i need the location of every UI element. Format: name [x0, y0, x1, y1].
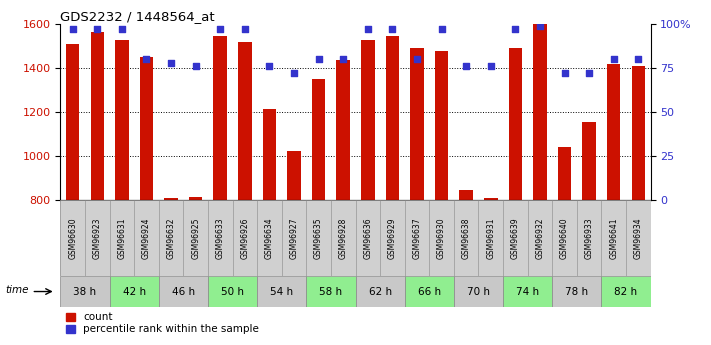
Point [387, 27, 398, 32]
Text: GSM96639: GSM96639 [510, 217, 520, 259]
Point [264, 63, 275, 69]
Point [289, 71, 300, 76]
Bar [533, 24, 547, 200]
Bar [208, 276, 257, 307]
Bar [90, 32, 104, 200]
Text: GSM96634: GSM96634 [265, 217, 274, 259]
Text: 74 h: 74 h [516, 287, 539, 296]
Text: GSM96933: GSM96933 [584, 217, 594, 259]
Bar [631, 66, 645, 200]
Text: 46 h: 46 h [172, 287, 195, 296]
Text: 66 h: 66 h [417, 287, 441, 296]
Text: 38 h: 38 h [73, 287, 97, 296]
Text: GSM96928: GSM96928 [338, 217, 348, 259]
Bar [164, 198, 178, 200]
Bar [189, 197, 203, 200]
Bar [336, 60, 350, 200]
Text: 50 h: 50 h [221, 287, 244, 296]
Point [190, 63, 201, 69]
Bar [312, 79, 326, 200]
Point [67, 27, 78, 32]
Bar [582, 122, 596, 200]
Bar [257, 276, 306, 307]
Bar [552, 276, 602, 307]
Text: GSM96925: GSM96925 [191, 217, 201, 259]
Point [411, 57, 422, 62]
Text: GSM96931: GSM96931 [486, 217, 496, 259]
Bar [557, 147, 571, 200]
Point [92, 27, 103, 32]
Text: 54 h: 54 h [270, 287, 294, 296]
Text: 82 h: 82 h [614, 287, 638, 296]
Legend: count, percentile rank within the sample: count, percentile rank within the sample [65, 312, 260, 334]
Text: GSM96934: GSM96934 [634, 217, 643, 259]
Text: GDS2232 / 1448564_at: GDS2232 / 1448564_at [60, 10, 215, 23]
Bar [356, 276, 405, 307]
Text: GSM96638: GSM96638 [461, 217, 471, 259]
Point [633, 57, 644, 62]
Bar [508, 48, 522, 200]
Text: GSM96927: GSM96927 [289, 217, 299, 259]
Bar [454, 276, 503, 307]
Bar [306, 276, 356, 307]
Bar [238, 42, 252, 200]
Bar [262, 109, 276, 200]
Point [338, 57, 349, 62]
Bar [435, 51, 449, 200]
Bar [140, 57, 154, 200]
Bar [385, 36, 399, 200]
Text: GSM96932: GSM96932 [535, 217, 545, 259]
Text: 78 h: 78 h [565, 287, 589, 296]
Text: 42 h: 42 h [122, 287, 146, 296]
Bar [287, 151, 301, 200]
Bar [115, 40, 129, 200]
Bar [410, 48, 424, 200]
Bar [503, 276, 552, 307]
Text: 70 h: 70 h [467, 287, 490, 296]
Bar [459, 190, 473, 200]
Text: GSM96631: GSM96631 [117, 217, 127, 259]
Bar [159, 276, 208, 307]
Bar [109, 276, 159, 307]
Bar [213, 36, 227, 200]
Text: GSM96633: GSM96633 [215, 217, 225, 259]
Point [534, 23, 545, 29]
Text: 58 h: 58 h [319, 287, 343, 296]
Point [215, 27, 226, 32]
Point [141, 57, 152, 62]
Bar [60, 276, 109, 307]
Point [166, 60, 177, 66]
Point [584, 71, 595, 76]
Text: 62 h: 62 h [368, 287, 392, 296]
Bar [607, 64, 621, 200]
Text: GSM96924: GSM96924 [142, 217, 151, 259]
Text: GSM96637: GSM96637 [412, 217, 422, 259]
Text: GSM96640: GSM96640 [560, 217, 569, 259]
Text: GSM96923: GSM96923 [93, 217, 102, 259]
Point [239, 27, 250, 32]
Point [313, 57, 324, 62]
Point [485, 63, 496, 69]
Point [436, 27, 447, 32]
Bar [66, 44, 80, 200]
Text: GSM96641: GSM96641 [609, 217, 618, 259]
Point [559, 71, 570, 76]
Text: GSM96926: GSM96926 [240, 217, 250, 259]
Text: GSM96630: GSM96630 [68, 217, 77, 259]
Bar [405, 276, 454, 307]
Text: GSM96632: GSM96632 [166, 217, 176, 259]
Text: time: time [5, 285, 28, 295]
Point [116, 27, 127, 32]
Point [362, 27, 373, 32]
Text: GSM96929: GSM96929 [388, 217, 397, 259]
Bar [484, 198, 498, 200]
Bar [361, 40, 375, 200]
Text: GSM96636: GSM96636 [363, 217, 373, 259]
Point [608, 57, 619, 62]
Text: GSM96635: GSM96635 [314, 217, 323, 259]
Point [461, 63, 472, 69]
Text: GSM96930: GSM96930 [437, 217, 446, 259]
Point [510, 27, 521, 32]
Bar [602, 276, 651, 307]
